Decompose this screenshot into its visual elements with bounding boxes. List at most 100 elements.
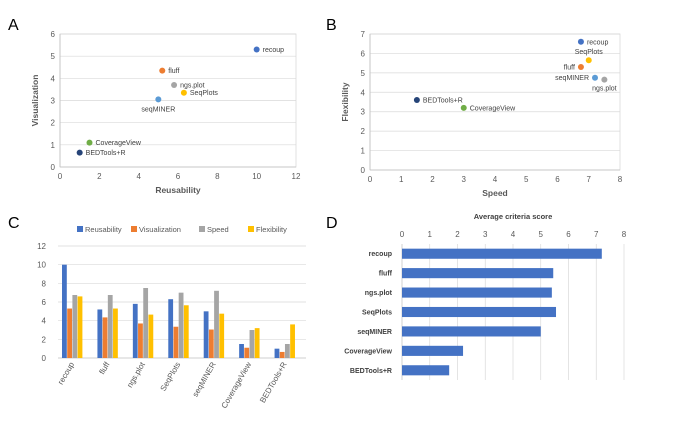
bar-recoup-visualization: [67, 308, 72, 358]
x-tick-label: 4: [136, 172, 141, 181]
x-tick-label: 2: [430, 175, 435, 184]
bar-ngs-plot-flexibility: [148, 314, 154, 358]
y-tick-label: 6: [51, 30, 56, 39]
category-label: seqMINER: [191, 360, 218, 398]
bar-ngs-plot-visualization: [138, 323, 143, 358]
bar-recoup: [402, 248, 602, 259]
category-label: CoverageView: [220, 360, 254, 410]
bar-coverageview-visualization: [244, 347, 250, 358]
x-axis-title: Speed: [482, 188, 508, 198]
bar-bedtools-r-speed: [284, 344, 290, 358]
y-tick-label: 7: [361, 30, 366, 39]
x-tick-label: 7: [587, 175, 592, 184]
bar-fluff-reusability: [97, 309, 103, 358]
bar-seqplots-reusability: [168, 299, 174, 358]
panel-letter-c: C: [8, 215, 20, 232]
x-tick-label: 6: [176, 172, 181, 181]
point-seqplots: [180, 89, 187, 96]
x-tick-label: 6: [555, 175, 560, 184]
bar-bedtools-r-visualization: [279, 351, 285, 358]
point-label-ngs-plot: ngs.plot: [180, 82, 205, 89]
bar-recoup-speed: [72, 295, 78, 358]
x-tick-label: 2: [97, 172, 102, 181]
point-label-recoup: recoup: [587, 39, 609, 46]
y-tick-label: 1: [51, 141, 56, 150]
x-tick-label: 2: [455, 230, 460, 239]
x-tick-label: 5: [524, 175, 529, 184]
x-tick-label: 8: [622, 230, 627, 239]
legend-swatch-flexibility: [248, 226, 254, 232]
x-tick-label: 10: [252, 172, 261, 181]
point-label-coverageview: CoverageView: [470, 105, 516, 112]
bar-seqplots: [402, 306, 557, 318]
chart-title: Average criteria score: [474, 212, 553, 221]
grouped-bar-chart: 0 2 4 6 8 10 12 recoup fluff ngs.plot SeqPlots seqM…: [37, 225, 306, 410]
bar-bedtools-r-reusability: [274, 348, 280, 358]
x-tick-label: 8: [215, 172, 220, 181]
x-tick-label: 1: [428, 230, 433, 239]
y-tick-label: 12: [37, 242, 46, 251]
point-coverageview: [86, 139, 93, 146]
category-label: ngs.plot: [125, 360, 147, 389]
y-tick-label: 5: [361, 69, 366, 78]
point-ngs-plot: [171, 81, 178, 88]
y-tick-label: 4: [42, 317, 47, 326]
category-label: ngs.plot: [365, 290, 393, 297]
point-label-fluff: fluff: [564, 65, 575, 72]
x-tick-label: 0: [368, 175, 373, 184]
y-tick-label: 4: [361, 88, 366, 97]
y-tick-label: 5: [51, 52, 56, 61]
y-axis-title: Flexibility: [340, 82, 350, 121]
point-label-recoup: recoup: [263, 47, 285, 54]
x-tick-label: 12: [292, 172, 301, 181]
x-tick-label: 7: [594, 230, 599, 239]
point-label-ngs-plot: ngs.plot: [592, 86, 617, 93]
bar-coverageview: [402, 345, 464, 356]
point-bedtools-r: [413, 97, 420, 104]
y-tick-label: 0: [51, 163, 56, 172]
x-tick-label: 0: [58, 172, 63, 181]
x-tick-label: 6: [566, 230, 571, 239]
scatter-speed-flexibility: 0 1 2 3 4 5 6 7 0 1 2 3 4 5 6 7 8 Speed Flexibility recoup S…: [340, 30, 623, 198]
legend-swatch-speed: [199, 226, 205, 232]
y-tick-label: 2: [42, 335, 47, 344]
bar-seqminer-reusability: [203, 311, 209, 358]
legend-swatch-reusability: [77, 226, 83, 232]
category-label: SeqPlots: [159, 361, 183, 393]
point-ngs-plot: [601, 76, 608, 83]
point-label-seqplots: SeqPlots: [190, 90, 219, 97]
y-tick-label: 3: [51, 97, 56, 106]
legend-label-visualization: Visualization: [139, 225, 181, 234]
panel-letter-d: D: [326, 215, 338, 232]
point-seqplots: [585, 57, 592, 64]
x-tick-label: 3: [462, 175, 467, 184]
y-tick-label: 6: [42, 298, 47, 307]
point-recoup: [577, 38, 584, 45]
bar-ngs-plot-reusability: [132, 303, 138, 358]
x-tick-label: 8: [618, 175, 623, 184]
bar-fluff: [402, 268, 554, 279]
x-tick-label: 4: [511, 230, 516, 239]
point-seqminer: [592, 74, 598, 81]
legend-label-speed: Speed: [207, 225, 229, 234]
x-tick-label: 3: [483, 230, 488, 239]
panel-letter-b: B: [326, 17, 337, 34]
category-label: recoup: [369, 251, 392, 258]
y-tick-label: 6: [361, 49, 366, 58]
x-axis-title: Reusability: [155, 185, 201, 195]
point-label-seqminer: seqMINER: [141, 106, 175, 113]
bar-bedtools-r-flexibility: [290, 324, 295, 358]
bar-coverageview-speed: [249, 330, 255, 358]
category-label: CoverageView: [344, 348, 392, 355]
point-label-seqplots: SeqPlots: [575, 49, 604, 56]
y-axis-title: Visualization: [30, 75, 40, 127]
legend-label-reusability: Reusability: [85, 225, 122, 234]
bar-seqplots-visualization: [173, 326, 179, 358]
average-score-bar-chart: Average criteria score 0 1 2 3 4 5 6 7 8 recoup flu…: [344, 212, 627, 380]
x-tick-label: 1: [399, 175, 404, 184]
bar-fluff-flexibility: [113, 308, 118, 358]
y-tick-label: 0: [42, 354, 47, 363]
bar-fluff-speed: [107, 295, 113, 358]
x-tick-label: 0: [400, 230, 405, 239]
